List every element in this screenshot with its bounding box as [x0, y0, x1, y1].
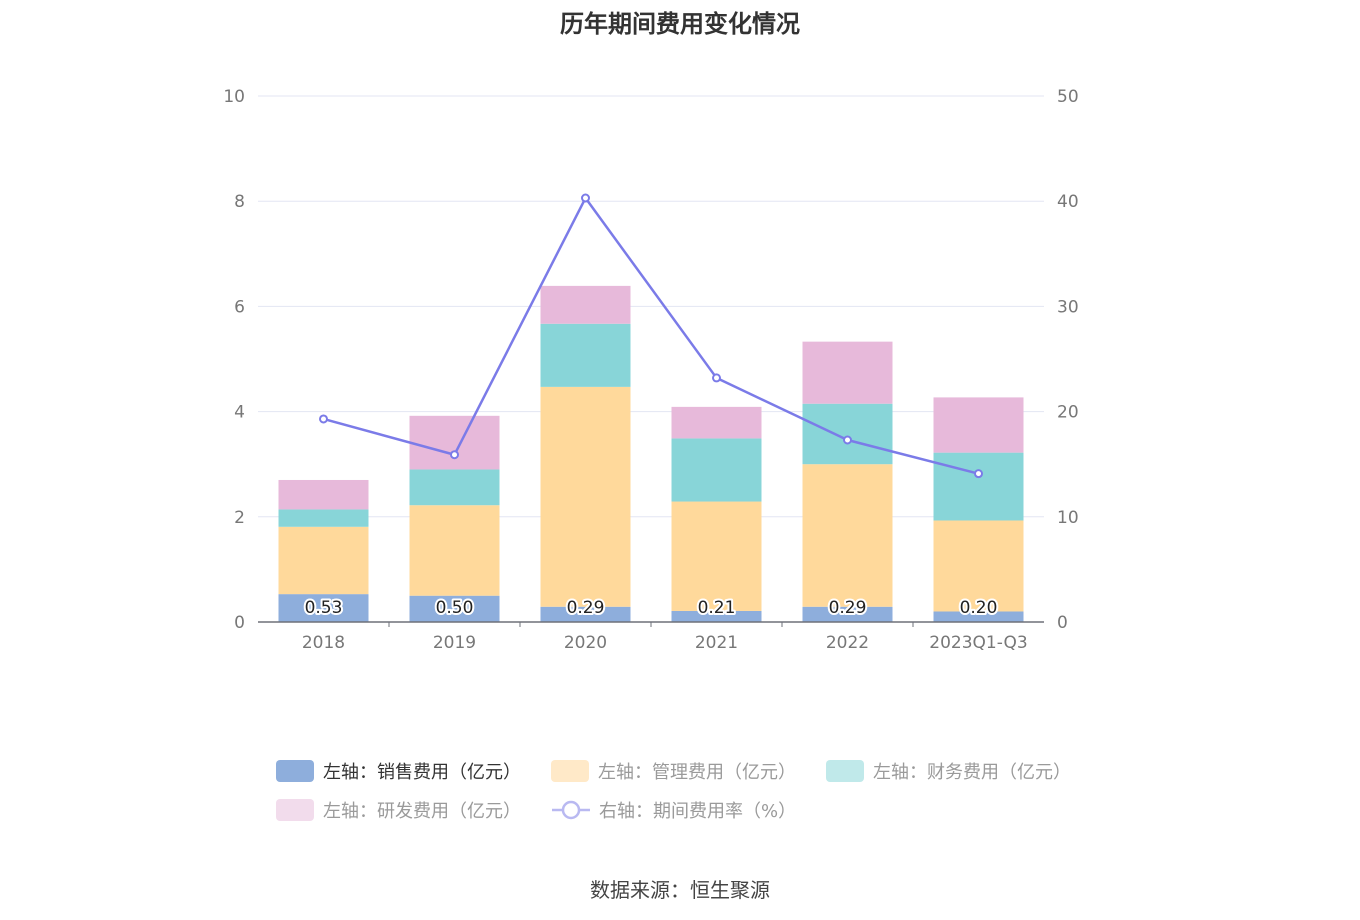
left-axis-tick-label: 10 [223, 87, 245, 107]
bar-segment-s1-2019 [409, 505, 500, 596]
left-axis-tick-label: 6 [234, 297, 245, 317]
bar-value-label: 0.53 [305, 598, 343, 618]
bar-segment-s0-2019 [409, 595, 500, 622]
bar-segment-s0-2021 [671, 610, 762, 622]
chart-title: 历年期间费用变化情况 [560, 10, 800, 38]
legend-label-finance: 左轴：财务费用（亿元） [873, 762, 1071, 783]
bar-segment-s3-2020 [540, 285, 631, 324]
expense-rate-point-2022 [843, 435, 852, 445]
right-axis-tick-label: 20 [1057, 403, 1079, 423]
right-axis-tick-label: 10 [1057, 508, 1079, 528]
x-axis-tick-label: 2019 [433, 633, 476, 653]
x-axis-tick-label: 2020 [564, 633, 607, 653]
bar-segment-s2-2021 [671, 438, 762, 502]
bar-segment-s1-2018 [278, 526, 369, 595]
left-axis-tick-label: 8 [234, 192, 245, 212]
x-axis-tick-label: 2023Q1-Q3 [929, 633, 1027, 653]
legend-item-finance[interactable]: 左轴：财务费用（亿元） [826, 759, 1071, 783]
bar-segment-s3-2021 [671, 406, 762, 439]
bar-segment-s1-2020 [540, 386, 631, 607]
legend-swatch-rnd [276, 799, 314, 821]
legend-swatch-finance [826, 760, 864, 782]
bar-segment-s3-2018 [278, 479, 369, 510]
bar-value-label: 0.29 [829, 598, 867, 618]
bar-segment-s2-2019 [409, 469, 500, 506]
x-axis-tick-label: 2021 [695, 633, 738, 653]
expense-rate-point-2018 [319, 414, 328, 424]
legend-swatch-sales [276, 760, 314, 782]
legend-label-admin: 左轴：管理费用（亿元） [598, 762, 796, 783]
right-axis-tick-label: 40 [1057, 192, 1079, 212]
bar-segment-s3-2023Q1-Q3 [933, 397, 1024, 453]
legend-label-rnd: 左轴：研发费用（亿元） [323, 801, 521, 822]
expense-rate-line [323, 196, 979, 475]
bar-segment-s2-2020 [540, 323, 631, 387]
expense-rate-point-2023Q1-Q3 [974, 469, 983, 479]
bar-segment-s1-2021 [671, 501, 762, 611]
bar-segment-s2-2018 [278, 509, 369, 527]
bar-value-label: 0.29 [567, 598, 605, 618]
legend-item-rnd[interactable]: 左轴：研发费用（亿元） [276, 798, 521, 822]
legend-item-sales[interactable]: 左轴：销售费用（亿元） [276, 759, 521, 783]
bar-value-label: 0.20 [960, 598, 998, 618]
bar-segment-s3-2022 [802, 341, 893, 404]
legend-swatch-admin [551, 760, 589, 782]
legend-label-expense-rate: 右轴：期间费用率（%） [599, 801, 797, 822]
bar-segment-s2-2023Q1-Q3 [933, 452, 1024, 521]
x-axis-tick-label: 2018 [302, 633, 345, 653]
bar-segment-s0-2023Q1-Q3 [933, 611, 1024, 622]
bar-segment-s3-2019 [409, 415, 500, 470]
bar-segment-s0-2020 [540, 606, 631, 622]
x-axis-tick-label: 2022 [826, 633, 869, 653]
legend-item-expense-rate[interactable]: 右轴：期间费用率（%） [551, 798, 796, 822]
right-axis-tick-label: 0 [1057, 613, 1068, 633]
bar-segment-s0-2022 [802, 606, 893, 622]
left-axis-tick-label: 0 [234, 613, 245, 633]
bar-segment-s1-2022 [802, 464, 893, 607]
bar-segment-s2-2022 [802, 403, 893, 465]
bar-value-label: 0.50 [436, 598, 474, 618]
right-axis-tick-label: 50 [1057, 87, 1079, 107]
left-axis-tick-label: 2 [234, 508, 245, 528]
bar-segment-s0-2018 [278, 594, 369, 622]
expense-rate-point-2021 [712, 373, 721, 383]
left-axis-tick-label: 4 [234, 403, 245, 423]
legend-line-marker-icon [552, 800, 590, 820]
bar-value-label: 0.21 [698, 598, 736, 618]
data-source: 数据来源：恒生聚源 [590, 878, 770, 902]
expense-rate-point-2020 [581, 193, 590, 203]
bar-segment-s1-2023Q1-Q3 [933, 520, 1024, 612]
legend-item-admin[interactable]: 左轴：管理费用（亿元） [551, 759, 796, 783]
legend-label-sales: 左轴：销售费用（亿元） [323, 762, 521, 783]
expense-rate-point-2019 [450, 450, 459, 460]
right-axis-tick-label: 30 [1057, 297, 1079, 317]
